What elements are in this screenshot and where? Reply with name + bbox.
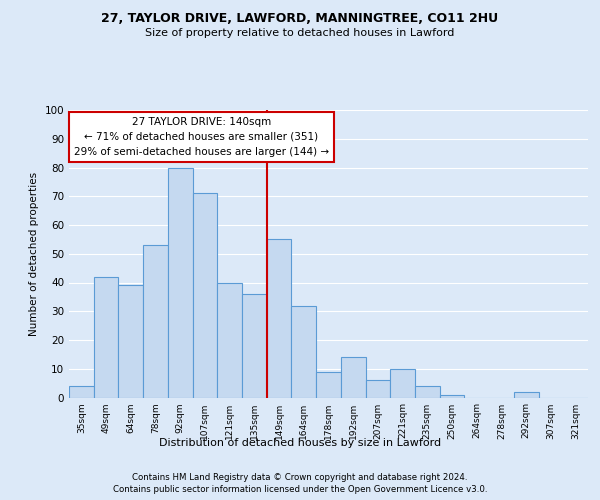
Bar [292, 306, 316, 398]
Bar [341, 357, 365, 398]
Bar [267, 240, 292, 398]
Bar [390, 369, 415, 398]
Bar [143, 245, 168, 398]
Bar [94, 277, 118, 398]
Text: Contains public sector information licensed under the Open Government Licence v3: Contains public sector information licen… [113, 485, 487, 494]
Bar [217, 282, 242, 398]
Bar [415, 386, 440, 398]
Bar [69, 386, 94, 398]
Text: Contains HM Land Registry data © Crown copyright and database right 2024.: Contains HM Land Registry data © Crown c… [132, 472, 468, 482]
Text: Distribution of detached houses by size in Lawford: Distribution of detached houses by size … [159, 438, 441, 448]
Bar [316, 372, 341, 398]
Y-axis label: Number of detached properties: Number of detached properties [29, 172, 39, 336]
Text: 27, TAYLOR DRIVE, LAWFORD, MANNINGTREE, CO11 2HU: 27, TAYLOR DRIVE, LAWFORD, MANNINGTREE, … [101, 12, 499, 26]
Text: 27 TAYLOR DRIVE: 140sqm
← 71% of detached houses are smaller (351)
29% of semi-d: 27 TAYLOR DRIVE: 140sqm ← 71% of detache… [74, 117, 329, 157]
Bar [242, 294, 267, 398]
Bar [440, 394, 464, 398]
Bar [514, 392, 539, 398]
Bar [168, 168, 193, 398]
Bar [193, 194, 217, 398]
Bar [118, 286, 143, 398]
Text: Size of property relative to detached houses in Lawford: Size of property relative to detached ho… [145, 28, 455, 38]
Bar [365, 380, 390, 398]
